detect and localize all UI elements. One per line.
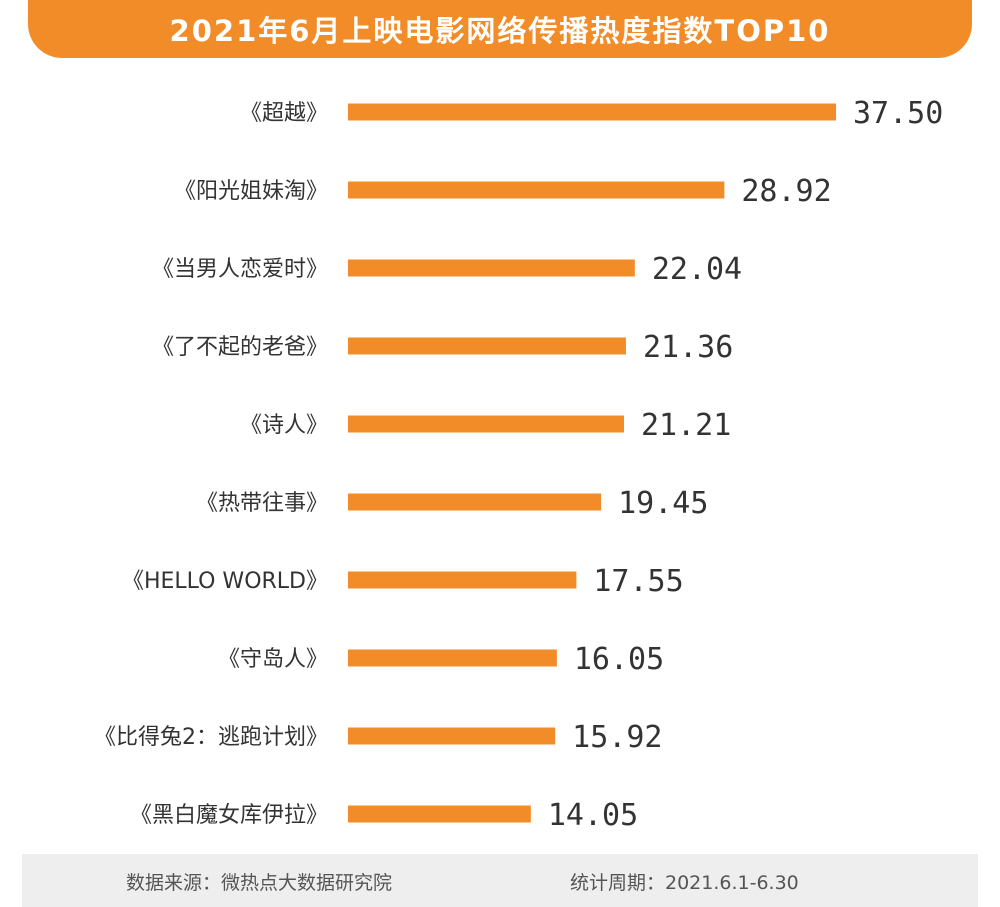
value-label: 22.04 xyxy=(652,252,742,287)
value-label: 17.55 xyxy=(593,564,683,599)
chart-title: 2021年6月上映电影网络传播热度指数TOP10 xyxy=(169,14,831,48)
bar xyxy=(348,649,557,667)
category-label: 《诗人》 xyxy=(240,413,328,438)
category-label: 《比得兔2：逃跑计划》 xyxy=(94,725,328,750)
bar-chart: 《超越》 37.50 《阳光姐妹淘》 28.92 《当男人恋爱时》 22.04 《了不起的老… xyxy=(94,96,943,833)
data-source-text: 数据来源：微热点大数据研究院 xyxy=(126,872,393,894)
value-label: 16.05 xyxy=(574,642,664,677)
bar xyxy=(348,571,577,589)
bar xyxy=(348,805,531,823)
bar xyxy=(348,259,635,277)
value-label: 14.05 xyxy=(548,798,638,833)
bar xyxy=(348,181,725,199)
footer: 数据来源：微热点大数据研究院 统计周期：2021.6.1-6.30 xyxy=(22,854,978,907)
category-label: 《守岛人》 xyxy=(218,647,328,672)
bar xyxy=(348,727,556,745)
value-label: 28.92 xyxy=(741,174,831,209)
category-label: 《热带往事》 xyxy=(196,491,328,516)
bar xyxy=(348,415,625,433)
bar xyxy=(348,103,836,121)
category-label: 《阳光姐妹淘》 xyxy=(174,179,328,204)
category-label: 《超越》 xyxy=(240,101,328,126)
value-label: 19.45 xyxy=(618,486,708,521)
category-label: 《HELLO WORLD》 xyxy=(122,569,328,594)
value-label: 21.21 xyxy=(641,408,731,443)
value-label: 21.36 xyxy=(643,330,733,365)
title-banner: 2021年6月上映电影网络传播热度指数TOP10 xyxy=(28,0,972,58)
value-label: 15.92 xyxy=(572,720,662,755)
bar xyxy=(348,493,602,511)
category-label: 《当男人恋爱时》 xyxy=(152,257,328,282)
value-label: 37.50 xyxy=(853,96,943,131)
category-label: 《了不起的老爸》 xyxy=(152,335,328,360)
category-label: 《黑白魔女库伊拉》 xyxy=(130,803,328,828)
statistics-period-text: 统计周期：2021.6.1-6.30 xyxy=(570,872,799,894)
bar xyxy=(348,337,626,355)
